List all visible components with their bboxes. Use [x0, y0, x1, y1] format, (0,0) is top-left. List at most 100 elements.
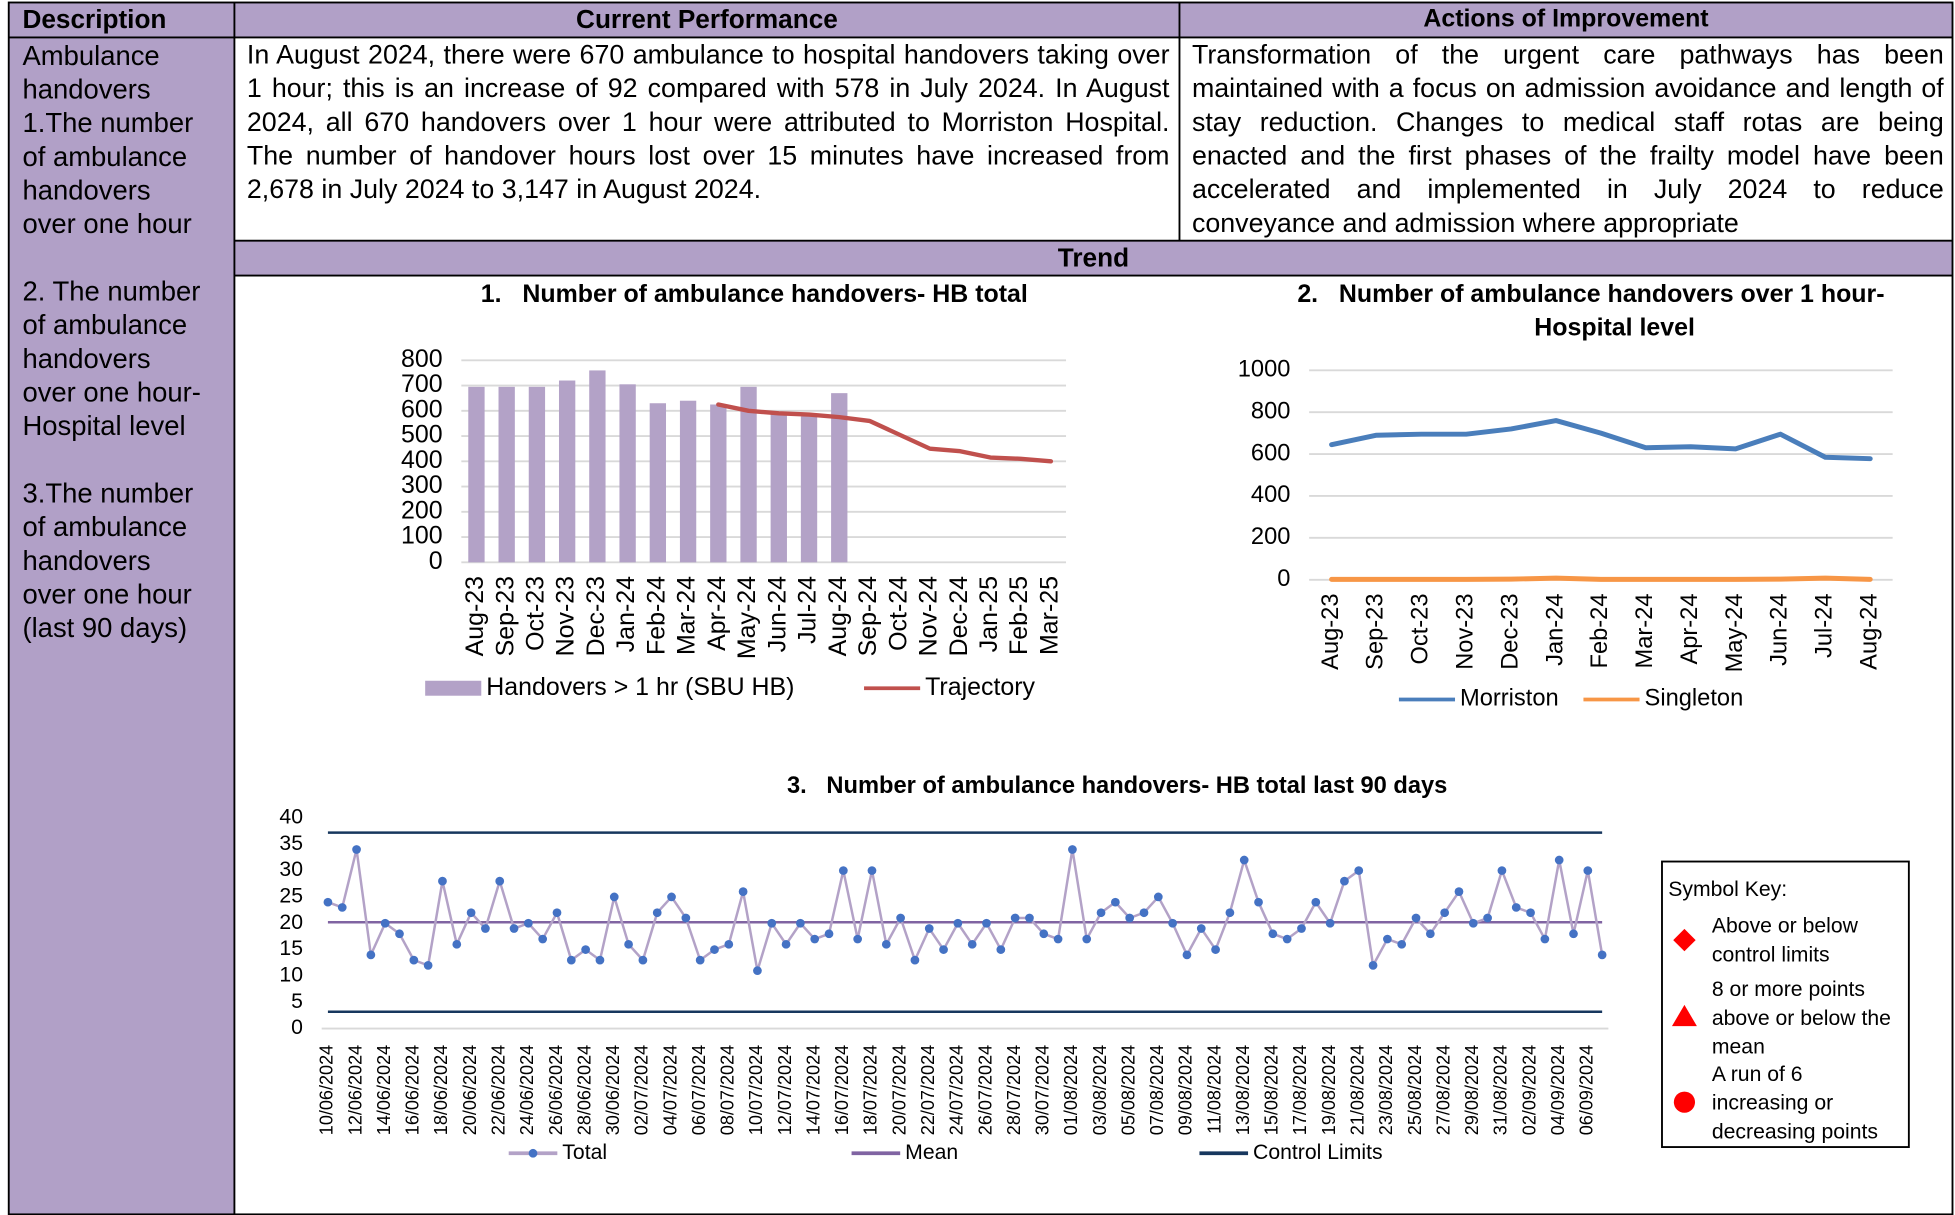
total-point: [724, 939, 734, 949]
y-tick-label: 1000: [1238, 357, 1291, 383]
total-point: [810, 934, 820, 944]
x-tick-label: Feb-24: [642, 576, 670, 655]
x-tick-label: 19/08/2024: [1319, 1045, 1339, 1135]
x-tick-label: Mar-24: [1632, 593, 1658, 668]
triangle-symbol: [1671, 1004, 1697, 1027]
y-tick-label: 40: [279, 805, 303, 828]
trend-row: [234, 240, 1953, 276]
x-tick-label: Nov-24: [915, 576, 943, 656]
total-point: [695, 955, 705, 965]
y-tick-label: 35: [279, 832, 303, 855]
total-point: [581, 945, 590, 954]
x-tick-label: 16/07/2024: [832, 1045, 852, 1135]
x-tick-label: 01/08/2024: [1061, 1045, 1081, 1135]
symbol-key-text: 8 or more points above or below the mean: [1711, 977, 1891, 1059]
total-point: [1053, 934, 1063, 944]
total-point: [1168, 918, 1177, 928]
x-tick-label: Dec-23: [1497, 593, 1523, 669]
total-point: [1125, 913, 1135, 923]
diamond-symbol: [1673, 928, 1696, 952]
total-point: [466, 908, 476, 918]
total-point: [1583, 866, 1593, 875]
total-point: [352, 845, 361, 854]
x-tick-label: 29/08/2024: [1462, 1045, 1482, 1135]
chart-title: 2. Number of ambulance handovers over 1 …: [1297, 280, 1884, 308]
bar: [498, 386, 515, 563]
total-point: [1096, 908, 1106, 918]
x-tick-label: 20/07/2024: [889, 1045, 909, 1135]
total-point: [1068, 845, 1077, 854]
bar: [468, 386, 485, 563]
total-point: [1025, 913, 1034, 923]
y-tick-label: 400: [1251, 482, 1291, 508]
total-point: [395, 929, 404, 939]
total-point: [1425, 929, 1435, 939]
description-cell: Ambulance handovers 1.The number of ambu…: [22, 40, 200, 643]
y-tick-label: 25: [279, 885, 303, 908]
bar: [740, 386, 757, 563]
total-point: [1325, 918, 1335, 928]
total-point: [982, 918, 991, 928]
total-point: [738, 887, 748, 897]
total-point: [337, 903, 347, 912]
performance-cell: In August 2024, there were 670 ambulance…: [247, 40, 1170, 205]
x-tick-label: Feb-24: [1587, 593, 1613, 668]
total-point: [867, 866, 877, 875]
header-description: Description: [22, 4, 166, 34]
y-tick-label: 200: [401, 496, 443, 524]
x-tick-label: 14/07/2024: [803, 1045, 823, 1135]
total-point: [1411, 913, 1421, 923]
x-tick-label: 10/06/2024: [317, 1045, 337, 1135]
total-point: [1211, 945, 1220, 954]
legend-label: Control Limits: [1253, 1141, 1383, 1164]
total-point: [753, 966, 762, 976]
x-tick-label: 25/08/2024: [1405, 1045, 1425, 1135]
y-tick-label: 700: [401, 370, 443, 398]
y-tick-label: 300: [401, 471, 443, 499]
symbol-key-item: 8 or more points above or below the mean: [1711, 977, 1891, 1059]
bar: [800, 416, 818, 563]
y-tick-label: 0: [1277, 566, 1290, 592]
x-tick-label: 12/06/2024: [345, 1045, 365, 1135]
x-tick-label: Mar-25: [1035, 576, 1063, 655]
x-tick-label: Apr-24: [1677, 593, 1703, 664]
total-point: [452, 939, 462, 949]
total-point: [1153, 892, 1163, 902]
total-point: [509, 924, 519, 933]
header-row: [234, 2, 1953, 38]
total-point: [1397, 939, 1407, 949]
bar: [619, 384, 636, 563]
symbol-key-text: Above or below control limits: [1711, 913, 1858, 967]
total-point: [1569, 929, 1578, 939]
legend-label: Total: [562, 1141, 607, 1164]
bar: [679, 400, 697, 563]
x-tick-label: Oct-23: [1408, 593, 1434, 664]
total-point: [595, 955, 605, 965]
x-tick-label: May-24: [1722, 593, 1748, 672]
total-point: [996, 945, 1006, 954]
x-tick-label: Sep-23: [1363, 593, 1389, 669]
x-tick-label: Jan-24: [1542, 593, 1568, 665]
x-tick-label: 28/07/2024: [1004, 1045, 1024, 1135]
total-point: [853, 934, 863, 944]
chart-title: Hospital level: [1534, 314, 1695, 342]
total-point: [1497, 866, 1507, 875]
x-tick-label: Aug-24: [1856, 593, 1882, 669]
x-tick-label: 20/06/2024: [460, 1045, 480, 1135]
total-point: [609, 892, 619, 902]
x-tick-label: 07/08/2024: [1147, 1045, 1167, 1135]
total-point: [652, 908, 662, 918]
total-point: [1368, 961, 1378, 970]
y-tick-label: 600: [1251, 440, 1291, 466]
x-tick-label: 16/06/2024: [403, 1045, 423, 1135]
bar: [589, 370, 606, 563]
total-point: [1468, 918, 1478, 928]
x-tick-label: Oct-24: [884, 576, 912, 651]
total-point: [910, 955, 920, 965]
total-point: [409, 955, 419, 965]
bar: [528, 386, 546, 563]
x-tick-label: 28/06/2024: [574, 1045, 594, 1135]
total-point: [366, 950, 376, 960]
